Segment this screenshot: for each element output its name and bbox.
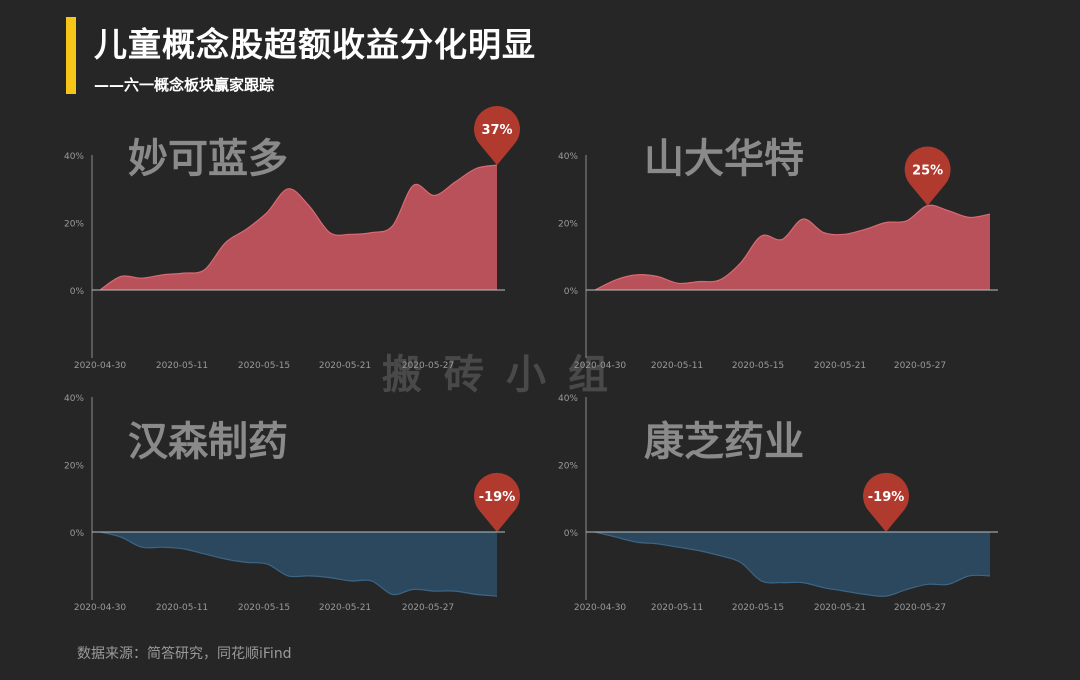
y-tick-label: 0% (564, 529, 579, 539)
pin-shape (904, 146, 951, 206)
chart-panel: 康芝药业 40% 20% 0% 2020-04-30 2020-05-11 2020-05-… (558, 394, 998, 613)
x-tick-label: 2020-05-21 (319, 603, 371, 613)
chart-panel: 汉森制药 40% 20% 0% 2020-04-30 2020-05-11 2020-05-… (64, 394, 520, 613)
end-value-pin: 25% (904, 146, 951, 206)
series-area (595, 532, 990, 597)
y-tick-label: 40% (64, 152, 84, 162)
x-tick-label: 2020-05-15 (732, 603, 784, 613)
series-line (594, 204, 991, 291)
end-value-label: 37% (481, 123, 512, 138)
y-tick-label: 40% (64, 394, 84, 404)
x-tick-label: 2020-05-11 (156, 603, 208, 613)
page-title: 儿童概念股超额收益分化明显 (94, 25, 536, 64)
chart-panel: 妙可蓝多 40% 20% 0% 2020-04-30 2020-05-11 2020-05-… (64, 105, 521, 371)
end-value-label: 25% (912, 164, 943, 179)
series-line (594, 531, 991, 597)
x-tick-label: 2020-05-11 (651, 361, 703, 371)
y-tick-label: 0% (564, 287, 579, 297)
series-line (99, 531, 498, 597)
x-tick-label: 2020-05-21 (814, 603, 866, 613)
series-line (99, 164, 498, 291)
x-tick-label: 2020-05-21 (814, 361, 866, 371)
series-area (595, 205, 990, 290)
end-value-pin: 37% (474, 105, 521, 166)
chart-title: 山大华特 (644, 136, 804, 182)
pin-shape (863, 472, 910, 532)
chart-title: 妙可蓝多 (128, 136, 288, 182)
pin-shape (474, 105, 521, 166)
x-tick-label: 2020-04-30 (574, 361, 627, 371)
x-tick-label: 2020-05-15 (238, 603, 290, 613)
end-value-label: -19% (479, 490, 516, 505)
x-tick-label: 2020-04-30 (574, 603, 627, 613)
x-tick-label: 2020-05-27 (894, 361, 946, 371)
chart-title: 汉森制药 (128, 419, 288, 465)
chart-title: 康芝药业 (644, 419, 804, 465)
end-value-pin: -19% (473, 472, 520, 532)
end-value-label: -19% (868, 490, 905, 505)
y-tick-label: 20% (558, 220, 578, 230)
x-tick-label: 2020-04-30 (74, 361, 127, 371)
watermark: 搬砖小组 (382, 352, 630, 398)
x-tick-label: 2020-05-11 (156, 361, 208, 371)
accent-bar (66, 17, 76, 94)
x-tick-label: 2020-05-27 (402, 361, 454, 371)
y-tick-label: 0% (70, 287, 85, 297)
x-tick-label: 2020-05-11 (651, 603, 703, 613)
x-tick-label: 2020-05-21 (319, 361, 371, 371)
y-tick-label: 20% (558, 462, 578, 472)
series-area (100, 165, 497, 290)
page-subtitle: ——六一概念板块赢家跟踪 (94, 76, 275, 94)
x-tick-label: 2020-05-27 (402, 603, 454, 613)
pin-shape (473, 472, 520, 532)
y-tick-label: 40% (558, 152, 578, 162)
data-source: 数据来源：简答研究，同花顺iFind (77, 646, 292, 662)
y-tick-label: 20% (64, 462, 84, 472)
x-tick-label: 2020-05-15 (732, 361, 784, 371)
x-tick-label: 2020-04-30 (74, 603, 127, 613)
x-tick-label: 2020-05-27 (894, 603, 946, 613)
series-area (100, 532, 497, 597)
y-tick-label: 40% (558, 394, 578, 404)
x-tick-label: 2020-05-15 (238, 361, 290, 371)
chart-panel: 山大华特 40% 20% 0% 2020-04-30 2020-05-11 2020-05-… (558, 136, 998, 371)
end-value-pin: -19% (863, 472, 910, 532)
y-tick-label: 20% (64, 220, 84, 230)
y-tick-label: 0% (70, 529, 85, 539)
